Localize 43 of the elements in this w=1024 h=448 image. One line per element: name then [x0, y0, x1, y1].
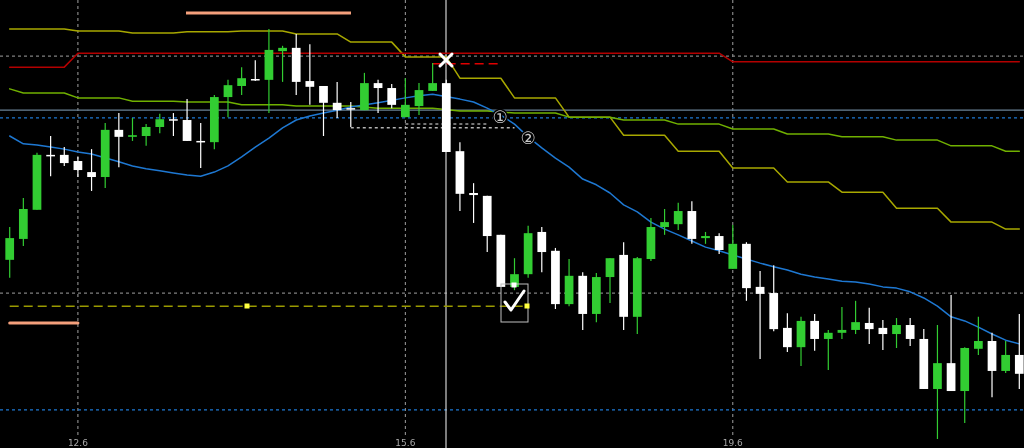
candlestick	[755, 270, 765, 360]
candlestick	[5, 226, 15, 279]
candlestick	[59, 146, 69, 167]
candlestick	[823, 329, 833, 371]
candlestick	[373, 79, 383, 114]
candlestick	[155, 113, 165, 134]
candlestick	[537, 226, 547, 273]
candlestick	[114, 112, 124, 168]
candlestick	[837, 306, 847, 340]
candlestick	[714, 232, 724, 255]
candlestick	[783, 312, 792, 353]
candlestick	[319, 85, 328, 137]
candlestick	[892, 317, 901, 349]
candlestick	[905, 317, 915, 347]
candlestick	[87, 148, 96, 192]
candlestick	[810, 313, 820, 352]
candlestick	[400, 77, 410, 118]
candlestick	[1001, 340, 1011, 374]
candlestick	[223, 79, 233, 118]
candlestick	[428, 62, 438, 92]
candlestick	[73, 156, 83, 178]
candlestick	[851, 300, 860, 335]
x-tick-label: 12.6	[67, 438, 89, 448]
candlestick	[660, 208, 669, 236]
candlestick	[974, 316, 983, 356]
x-tick-label: 15.6	[395, 438, 416, 448]
candlestick	[673, 202, 683, 231]
candlestick	[346, 101, 356, 128]
candlestick	[605, 257, 615, 304]
candlestick	[305, 43, 315, 106]
candlestick	[182, 98, 192, 142]
candlestick	[278, 45, 287, 83]
candlestick	[169, 112, 178, 137]
x-tick-label: 19.6	[722, 438, 744, 448]
candlestick	[387, 83, 397, 109]
candlestick	[864, 307, 874, 345]
candlestick	[237, 66, 246, 96]
candlestick	[469, 182, 478, 224]
candlestick	[332, 81, 342, 119]
candlestick	[128, 117, 137, 142]
candlestick	[141, 123, 151, 147]
candlestick	[1014, 313, 1024, 390]
candlestick	[414, 82, 424, 116]
